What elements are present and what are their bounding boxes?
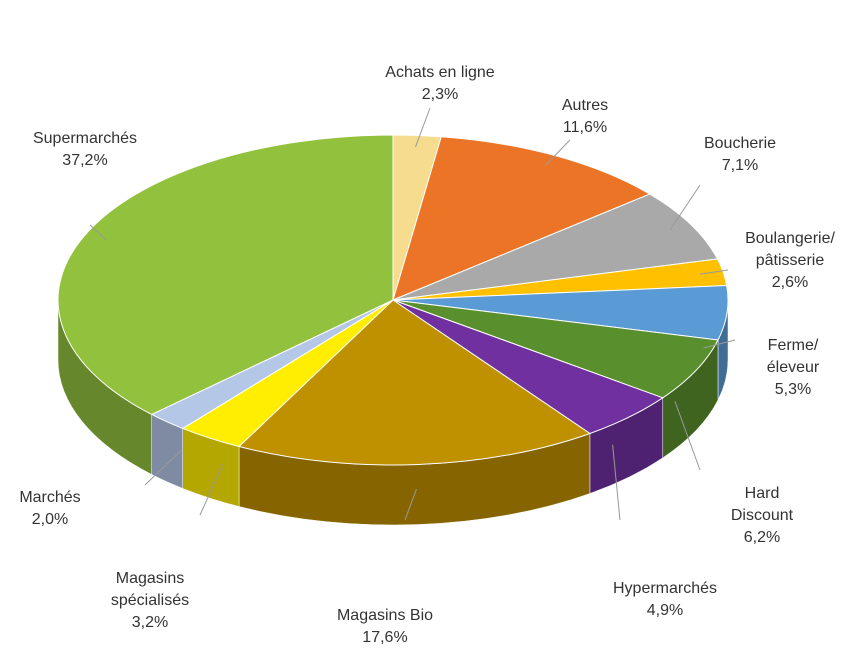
slice-label: Hard Discount 6,2% [717,483,808,549]
value-label: 2,6% [771,274,809,291]
category-name: Hard Discount [730,485,794,524]
slice-label: Ferme/ éleveur 5,3% [767,335,819,401]
slice [392,193,719,301]
slice-label: Achats en ligne 2,3% [385,62,494,106]
leader-line [612,444,621,521]
value-label: 2,0% [31,511,69,528]
leader-line [669,184,701,231]
category-name: Autres [561,97,609,114]
category-name: Boucherie [703,135,777,152]
category-name: Magasins Bio [336,607,434,624]
leader-line [674,401,701,471]
category-name: Boulangerie/ pâtisserie [745,230,835,269]
category-name: Achats en ligne [385,64,495,81]
slice-label: Magasins Bio 17,6% [337,605,433,649]
category-name: Ferme/ éleveur [766,337,820,376]
category-name: Hypermarchés [612,580,718,597]
category-name: Marchés [19,489,81,506]
slice-label: Boulangerie/ pâtisserie 2,6% [745,228,835,294]
value-label: 7,1% [721,157,759,174]
leader-line [89,224,107,241]
slice-label: Boucherie 7,1% [704,133,776,177]
slice-label: Supermarchés 37,2% [33,128,137,172]
slice [238,299,592,466]
value-label: 6,2% [743,529,781,546]
value-label: 11,6% [562,119,608,136]
slice-label: Autres 11,6% [562,95,608,139]
slice-label: Magasins spécialisés 3,2% [111,568,189,634]
value-label: 37,2% [62,152,108,169]
leader-line [415,107,431,148]
slice [392,299,719,399]
leader-line [544,139,571,167]
leader-line [703,339,736,349]
value-label: 17,6% [362,629,408,646]
leader-line [144,448,183,486]
category-name: Magasins spécialisés [110,570,190,609]
leader-line [199,464,224,516]
category-name: Supermarchés [32,130,138,147]
slice-label: Hypermarchés 4,9% [613,578,717,622]
value-label: 2,3% [421,86,459,103]
leader-line [700,269,729,275]
slice-label: Marchés 2,0% [19,487,80,531]
leader-line [404,488,417,521]
value-label: 3,2% [131,614,169,631]
value-label: 4,9% [646,602,684,619]
slice [392,136,651,301]
slice [57,134,394,416]
value-label: 5,3% [774,381,812,398]
